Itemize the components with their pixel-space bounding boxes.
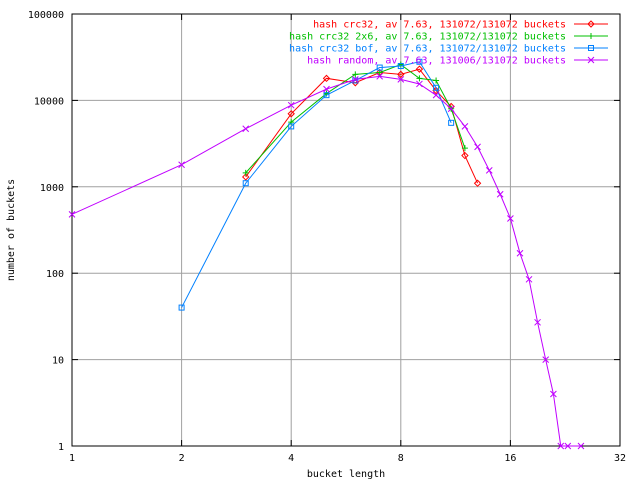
legend-label: hash crc32, av 7.63, 131072/131072 bucke… — [313, 20, 566, 31]
data-point — [242, 173, 250, 181]
legend-label: hash crc32 bof, av 7.63, 131072/131072 b… — [289, 44, 566, 55]
y-tick-label: 10000 — [34, 96, 64, 107]
data-point — [68, 210, 76, 218]
y-tick-label: 10 — [52, 356, 64, 367]
data-point — [461, 151, 469, 160]
data-point — [461, 123, 469, 130]
data-point — [376, 69, 383, 76]
data-point — [507, 215, 514, 222]
data-point — [376, 72, 384, 80]
data-point — [474, 143, 481, 151]
legend-entry: hash crc32, av 7.63, 131072/131072 bucke… — [313, 20, 608, 31]
data-point — [287, 101, 295, 109]
legend-entry: hash crc32 bof, av 7.63, 131072/131072 b… — [289, 44, 608, 55]
y-axis-ticks: 1 10 100 1000 10000 100000 — [28, 10, 620, 453]
legend-entry: hash crc32 2x6, av 7.63, 131072/131072 b… — [289, 32, 608, 43]
data-point — [447, 105, 455, 113]
data-point — [397, 63, 404, 70]
y-tick-label: 100 — [46, 269, 64, 280]
legend-label: hash random, av 7.63, 131006/131072 buck… — [307, 56, 566, 67]
data-point — [496, 190, 504, 198]
y-axis-label: number of buckets — [6, 179, 17, 281]
y-tick-label: 1000 — [40, 183, 64, 194]
data-point — [485, 167, 493, 174]
data-point — [433, 77, 440, 84]
data-point — [376, 64, 383, 71]
data-point — [587, 56, 595, 64]
x-tick-label: 2 — [179, 453, 185, 464]
x-tick-label: 8 — [398, 453, 404, 464]
data-point — [432, 91, 440, 99]
x-tick-label: 4 — [288, 453, 294, 464]
series — [178, 58, 455, 311]
series-line — [181, 61, 452, 308]
x-tick-label: 16 — [504, 453, 516, 464]
data-point — [323, 85, 330, 93]
series — [68, 72, 585, 450]
data-point — [433, 84, 440, 91]
data-point — [178, 161, 185, 169]
data-point — [178, 304, 185, 311]
legend-label: hash crc32 2x6, av 7.63, 131072/131072 b… — [289, 32, 566, 43]
data-point — [242, 169, 249, 176]
data-point — [588, 45, 594, 51]
data-point — [416, 80, 423, 88]
data-point — [242, 180, 249, 187]
data-point — [564, 442, 572, 450]
legend-entry: hash random, av 7.63, 131006/131072 buck… — [307, 56, 608, 67]
data-point — [557, 442, 565, 450]
legend: hash crc32, av 7.63, 131072/131072 bucke… — [289, 20, 608, 67]
data-point — [473, 179, 482, 187]
data-point — [323, 92, 330, 99]
data-point — [550, 390, 557, 398]
data-point — [322, 74, 331, 83]
y-tick-label: 1 — [58, 442, 64, 453]
data-point — [351, 76, 359, 83]
series — [242, 65, 482, 187]
data-point — [416, 58, 423, 65]
data-point — [577, 442, 585, 450]
data-point — [415, 65, 424, 73]
x-axis-ticks: 1 2 4 8 16 32 — [69, 14, 626, 464]
series — [242, 61, 468, 176]
data-point — [542, 356, 550, 363]
series-group — [68, 58, 585, 450]
data-point — [288, 123, 295, 130]
grid-lines — [72, 14, 620, 446]
data-point — [416, 75, 423, 82]
data-point — [461, 145, 468, 152]
data-point — [352, 71, 359, 78]
x-axis-label: bucket length — [307, 469, 385, 480]
data-point — [588, 33, 594, 39]
data-point — [242, 125, 250, 133]
series-line — [71, 75, 581, 447]
data-point — [397, 70, 405, 79]
data-point — [397, 76, 405, 83]
x-tick-label: 32 — [614, 453, 626, 464]
series-line — [245, 68, 479, 184]
data-point — [587, 20, 595, 28]
data-point — [525, 275, 533, 283]
data-point — [516, 249, 524, 257]
y-tick-label: 100000 — [28, 10, 64, 21]
series-line — [245, 63, 466, 174]
data-point — [448, 119, 455, 126]
data-point — [534, 318, 541, 326]
data-point — [287, 110, 295, 118]
plot-frame — [71, 13, 621, 447]
x-tick-label: 1 — [69, 453, 75, 464]
